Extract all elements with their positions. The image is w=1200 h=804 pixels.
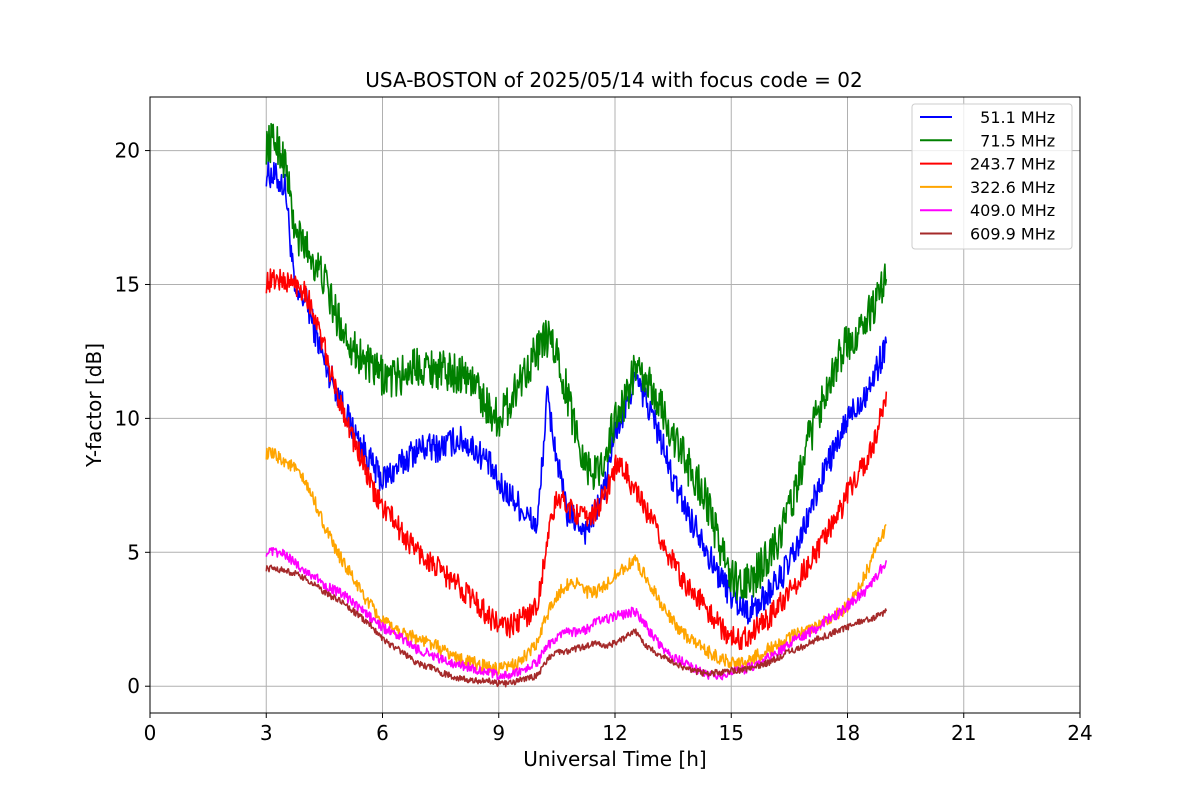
legend-label: 322.6 MHz: [970, 178, 1055, 197]
legend-label: 243.7 MHz: [970, 155, 1055, 174]
legend-label: 71.5 MHz: [970, 131, 1055, 150]
x-tick-label: 15: [719, 721, 744, 745]
x-tick-label: 21: [951, 721, 976, 745]
series-line: [265, 564, 888, 688]
x-tick-label: 6: [376, 721, 389, 745]
legend: 51.1 MHz 71.5 MHz 243.7 MHz 322.6 MHz 409.0…: [911, 103, 1073, 250]
series-line: [265, 268, 888, 651]
y-tick-label: 0: [127, 674, 140, 698]
x-tick-label: 12: [602, 721, 627, 745]
series-lines: [265, 122, 888, 688]
x-tick-label: 3: [260, 721, 273, 745]
chart-title: USA-BOSTON of 2025/05/14 with focus code…: [365, 68, 862, 92]
y-tick-label: 15: [115, 272, 140, 296]
x-tick-label: 0: [144, 721, 157, 745]
x-tick-label: 18: [835, 721, 860, 745]
x-tick-label: 9: [492, 721, 505, 745]
legend-label: 609.9 MHz: [970, 225, 1055, 244]
y-tick-label: 10: [115, 406, 140, 430]
legend-label: 409.0 MHz: [970, 201, 1055, 220]
series-line: [265, 446, 887, 676]
legend-label: 51.1 MHz: [970, 108, 1055, 127]
x-axis-label: Universal Time [h]: [523, 747, 706, 771]
axis-ticks: 0 3 6 9 12 15 18 21 24 0 5 10 15 20: [115, 139, 1093, 745]
series-line: [265, 546, 888, 681]
x-tick-label: 24: [1067, 721, 1092, 745]
y-axis-label: Y-factor [dB]: [82, 343, 106, 468]
y-tick-label: 20: [115, 139, 140, 163]
y-tick-label: 5: [127, 540, 140, 564]
series-line: [265, 122, 888, 601]
